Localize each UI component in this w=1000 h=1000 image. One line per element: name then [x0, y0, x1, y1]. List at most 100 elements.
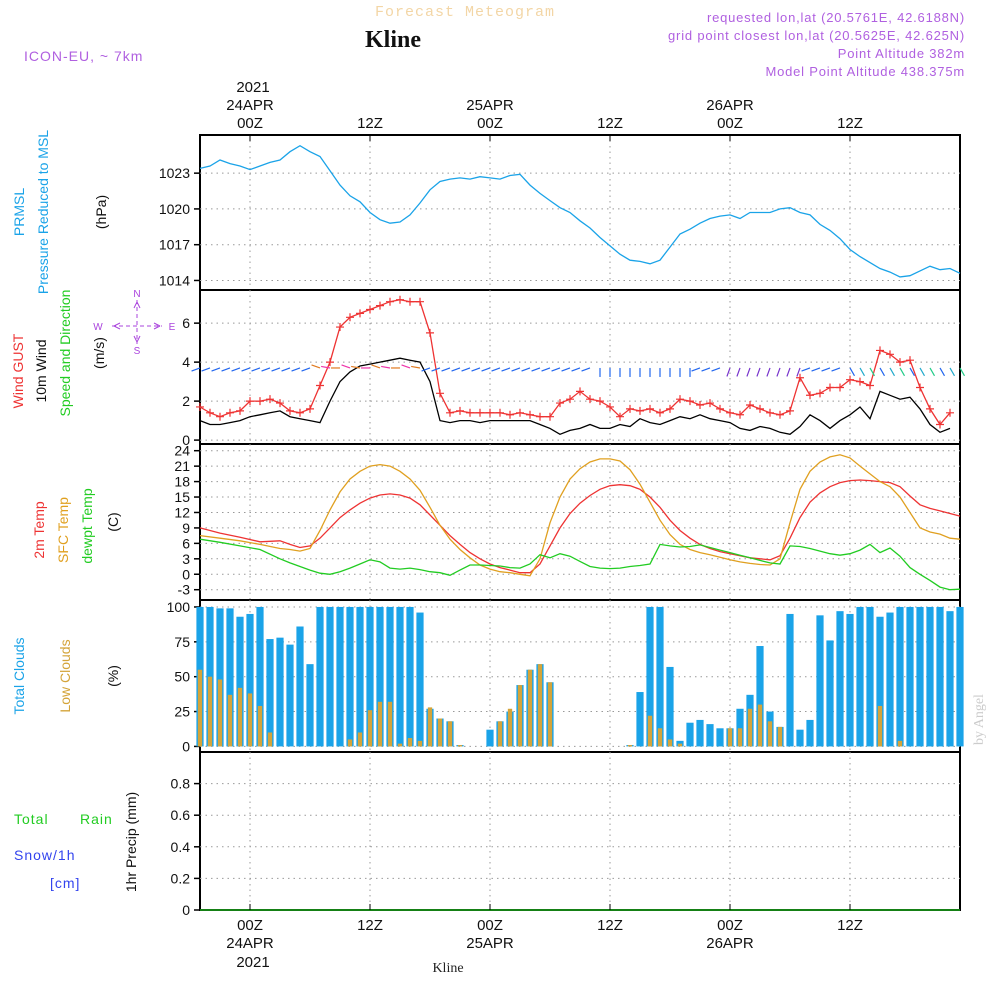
low-cloud-bar — [227, 694, 233, 747]
total-cloud-bar — [906, 606, 914, 747]
total-cloud-bar — [826, 640, 834, 747]
series-line-10m-wind — [199, 357, 951, 436]
wind-arrow — [909, 367, 916, 377]
gust-marker — [726, 408, 734, 417]
y-tick-label: 0 — [182, 738, 190, 754]
wind-labels: Wind GUST 10m Wind Speed and Direction (… — [10, 289, 176, 416]
y-tick-label: 9 — [182, 520, 190, 536]
series-line-2m-temp — [199, 479, 961, 574]
low-cloud-bar — [767, 721, 773, 747]
gust-marker — [866, 381, 874, 390]
low-cloud-bar — [237, 687, 243, 747]
wind-arrow — [756, 367, 761, 377]
gust-marker — [246, 397, 254, 406]
temp-unit: (C) — [105, 512, 121, 531]
low-cloud-bar — [627, 745, 633, 747]
low-cloud-bar — [387, 701, 393, 747]
dew-label: dewpt Temp — [79, 488, 95, 563]
gust-marker — [576, 387, 584, 396]
gust-marker — [446, 408, 454, 417]
y-tick-label: 24 — [174, 443, 190, 459]
wind-arrow — [746, 367, 751, 377]
gust-marker — [756, 404, 764, 413]
y-tick-label: 4 — [182, 354, 190, 370]
gust-marker — [706, 399, 714, 408]
gust-marker — [776, 410, 784, 419]
y-tick-label: 12 — [174, 504, 190, 520]
total-cloud-bar — [236, 616, 244, 747]
wind-arrow — [521, 367, 531, 372]
wind-arrow — [441, 367, 451, 372]
y-tick-label: 0.6 — [171, 807, 191, 823]
total-cloud-bar — [346, 606, 354, 747]
wind-arrow — [571, 367, 581, 372]
low-cloud-bar — [457, 745, 463, 747]
total-cloud-bar — [286, 644, 294, 747]
precip-labels: Total Rain Snow/1h [cm] 1hr Precip (mm) — [14, 792, 139, 892]
gust-marker — [806, 391, 814, 400]
gust-marker — [256, 397, 264, 406]
y-tick-label: 100 — [167, 599, 191, 615]
total-cloud-bar — [846, 613, 854, 747]
total-cloud-bar — [386, 606, 394, 747]
clouds-unit: (%) — [105, 665, 121, 687]
plot-layer: 10141017102010230246-3036912151821240255… — [159, 97, 966, 952]
y-tick-label: 1017 — [159, 237, 190, 253]
top-day-label: 24APR — [226, 97, 274, 114]
total-cloud-bar — [656, 606, 664, 747]
pressure-label-2: Pressure Reduced to MSL — [35, 130, 51, 294]
wind-arrow — [241, 367, 251, 372]
wind-arrow — [251, 367, 261, 372]
top-time-tick-label: 12Z — [357, 115, 383, 132]
total-cloud-bar — [856, 606, 864, 747]
total-cloud-bar — [376, 606, 384, 747]
wind-arrow — [211, 367, 221, 372]
wind-arrow — [801, 367, 811, 372]
y-tick-label: 50 — [174, 669, 190, 685]
low-cloud-bar — [777, 726, 783, 747]
cm-label: [cm] — [50, 875, 80, 891]
y-tick-label: 18 — [174, 474, 190, 490]
gust-marker — [836, 383, 844, 392]
low-cloud-bar — [507, 708, 513, 747]
gust-marker — [656, 408, 664, 417]
y-tick-label: 0 — [182, 566, 190, 582]
wind-arrow — [711, 367, 721, 372]
total-cloud-bar — [326, 606, 334, 747]
y-tick-label: 0 — [182, 432, 190, 448]
wind-arrow — [541, 367, 551, 372]
total-cloud-bar — [786, 613, 794, 747]
wind-arrow — [381, 365, 391, 369]
wind-arrow — [491, 367, 501, 372]
total-cloud-bar — [216, 608, 224, 747]
wind-arrow — [511, 367, 521, 372]
wind-arrow — [811, 367, 821, 372]
gust-marker — [826, 383, 834, 392]
series-line-pressure — [199, 144, 961, 278]
wind-arrow — [736, 367, 741, 377]
gust-marker — [226, 408, 234, 417]
gust-marker — [586, 395, 594, 404]
wind-arrow — [401, 364, 411, 369]
total-cloud-bar — [716, 728, 724, 747]
wind-arrow — [271, 367, 281, 372]
wind-arrow — [431, 367, 441, 372]
total-cloud-bar — [296, 626, 304, 747]
gust-marker — [506, 410, 514, 419]
meteogram-title: Forecast Meteogram — [375, 4, 555, 21]
gust-marker — [746, 401, 754, 410]
temp-labels: 2m Temp SFC Temp dewpt Temp (C) — [31, 488, 121, 563]
gust-marker — [566, 395, 574, 404]
panel-frame — [199, 599, 961, 753]
gust-marker — [636, 406, 644, 415]
gust-marker — [626, 404, 634, 413]
total-cloud-bar — [406, 606, 414, 747]
wind-arrow — [261, 367, 271, 372]
total-cloud-bar — [866, 606, 874, 747]
low-cloud-bar — [547, 682, 553, 747]
direction-label: Speed and Direction — [57, 290, 73, 417]
total-cloud-bar — [836, 611, 844, 747]
panel-precip: 0 0.2 0.4 0.6 0.8 — [171, 751, 961, 918]
total-cloud-bar — [816, 615, 824, 747]
bottom-day-label: 26APR — [706, 935, 754, 952]
